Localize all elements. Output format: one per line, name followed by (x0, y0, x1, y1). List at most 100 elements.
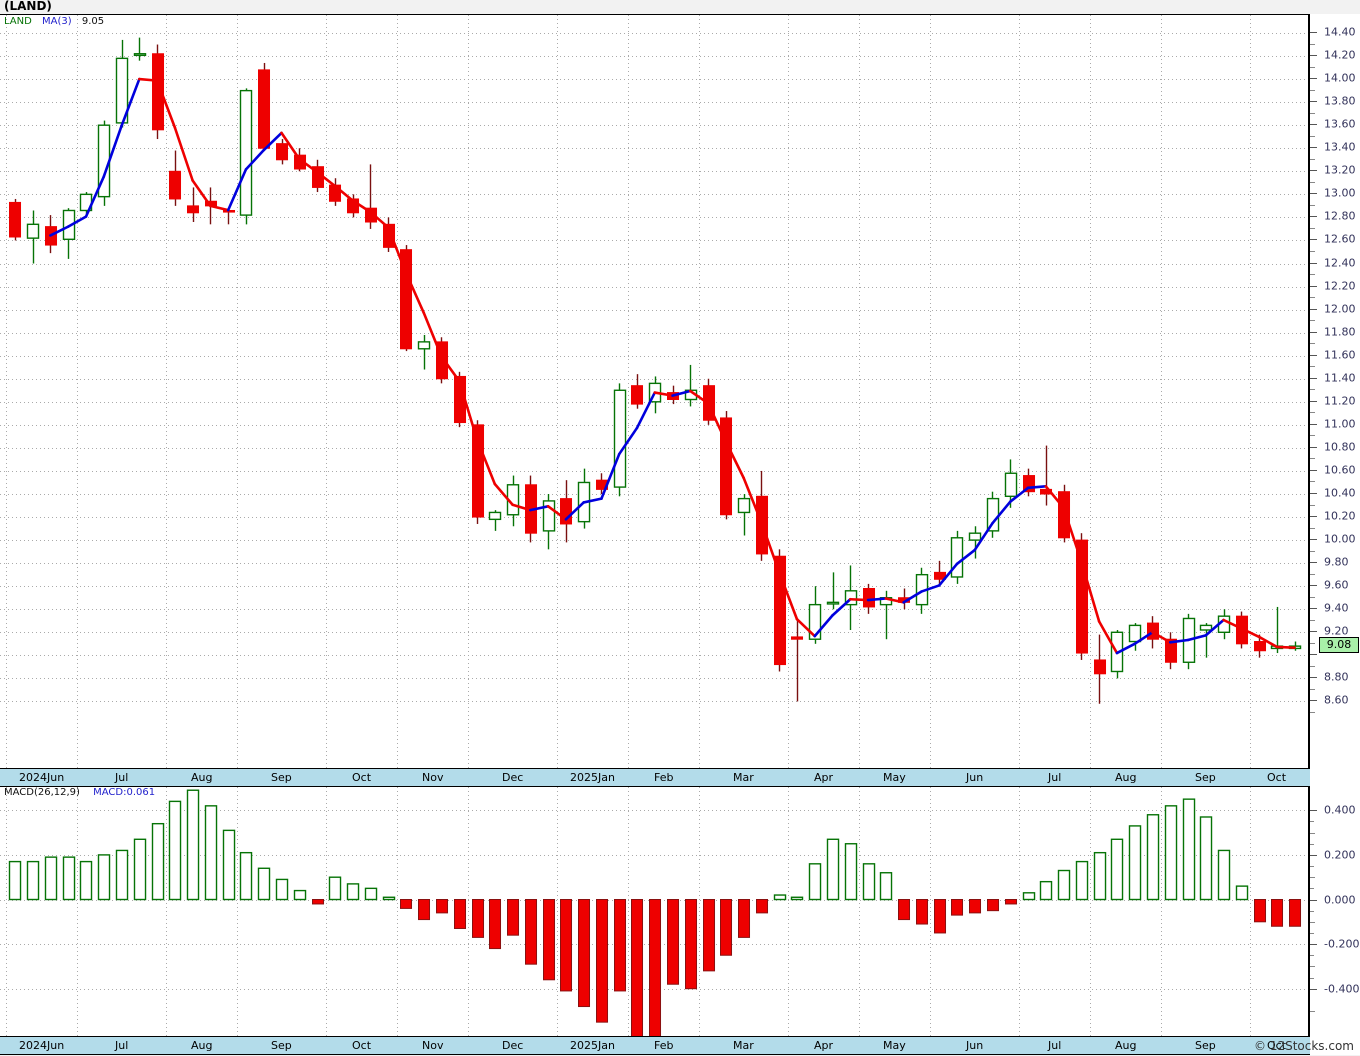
y-axis-minor-tick (1310, 573, 1315, 575)
x-axis-label: May (883, 771, 906, 784)
y-axis-minor-tick (1310, 711, 1315, 713)
macd-y-axis-minor-tick (1310, 977, 1314, 979)
x-axis-label: Oct (352, 1039, 372, 1052)
y-axis-minor-tick (1310, 158, 1315, 160)
macd-y-axis-label: 0.200 (1324, 848, 1356, 862)
y-axis-tick (1310, 285, 1317, 287)
y-axis-tick (1310, 193, 1317, 195)
y-axis-label: 12.40 (1324, 256, 1356, 269)
y-axis-minor-tick (1310, 596, 1315, 598)
x-axis-band-macd-pad (1310, 1036, 1360, 1055)
macd-legend-name: MACD(26,12,9) (4, 787, 80, 798)
y-axis-tick (1310, 608, 1317, 610)
y-axis-label: 13.00 (1324, 186, 1356, 200)
y-axis-label: 8.80 (1324, 670, 1349, 684)
x-axis-label: 2025Jan (570, 1039, 615, 1052)
macd-y-axis-minor-tick (1310, 932, 1314, 934)
y-axis-label: 8.60 (1324, 693, 1349, 707)
legend-ma-label: MA(3) (42, 16, 72, 27)
legend-ma-value: 9.05 (81, 16, 105, 27)
x-axis-label: Nov (422, 771, 444, 784)
y-axis-label: 11.00 (1324, 417, 1356, 431)
macd-y-axis-tick (1310, 854, 1317, 856)
macd-y-axis-label: 0.000 (1324, 893, 1356, 906)
macd-y-axis-label: 0.400 (1324, 803, 1356, 817)
y-axis-label: 10.60 (1324, 463, 1356, 477)
y-axis-minor-tick (1310, 343, 1315, 345)
macd-y-axis-tick (1310, 944, 1317, 946)
x-axis-label: Jul (1048, 771, 1062, 784)
y-axis-tick (1310, 239, 1317, 241)
price-chart-panel: LAND MA(3) 9.05 (0, 14, 1310, 768)
x-axis-label: May (883, 1039, 906, 1052)
x-axis-label: Aug (191, 1039, 213, 1052)
y-axis-tick (1310, 700, 1317, 702)
y-axis-minor-tick (1310, 320, 1315, 322)
price-y-axis: 9.08 14.40 14.20 14.00 13.80 13.60 13.40 13.20… (1310, 14, 1360, 768)
y-axis-minor-tick (1310, 412, 1315, 414)
macd-y-axis-minor-tick (1310, 1011, 1315, 1012)
x-axis-label: Feb (654, 1039, 674, 1052)
y-axis-label: 14.00 (1324, 71, 1356, 85)
y-axis-label: 11.80 (1324, 325, 1356, 339)
macd-y-axis-minor-tick (1310, 821, 1314, 823)
x-axis-label: Apr (814, 771, 834, 784)
y-axis-label: 13.80 (1324, 94, 1356, 108)
y-axis-tick (1310, 539, 1317, 541)
y-axis-label: 12.60 (1324, 232, 1356, 246)
y-axis-minor-tick (1310, 227, 1315, 229)
y-axis-label: 13.20 (1324, 163, 1356, 177)
y-axis-tick (1310, 469, 1317, 471)
y-axis-tick (1310, 124, 1317, 126)
macd-chart-panel: MACD(26,12,9) MACD:0.061 (0, 787, 1310, 1036)
macd-y-axis: 0.400 0.200 0.000 -0.200 -0.400 (1310, 787, 1360, 1036)
x-axis-label: Oct (1267, 1039, 1287, 1052)
macd-histogram-plot (0, 787, 1308, 1036)
y-axis-tick (1310, 32, 1317, 33)
y-axis-label: 14.20 (1324, 48, 1356, 62)
y-axis-label: 11.20 (1324, 394, 1356, 408)
macd-y-axis-minor-tick (1310, 866, 1314, 868)
x-axis-label: 2024Jun (19, 1039, 65, 1052)
x-axis-label: Dec (502, 1039, 524, 1052)
y-axis-tick (1310, 354, 1317, 356)
y-axis-minor-tick (1310, 135, 1315, 137)
x-axis-label: Aug (191, 771, 213, 784)
y-axis-tick (1310, 562, 1317, 564)
y-axis-minor-tick (1310, 550, 1315, 552)
y-axis-label: 11.60 (1324, 348, 1356, 362)
y-axis-label: 9.60 (1324, 578, 1349, 592)
y-axis-minor-tick (1310, 181, 1315, 183)
x-axis-label: Feb (654, 771, 674, 784)
y-axis-tick (1310, 55, 1317, 57)
y-axis-label: 9.80 (1324, 555, 1349, 569)
y-axis-tick (1310, 423, 1317, 425)
y-axis-tick (1310, 654, 1317, 656)
y-axis-tick (1310, 446, 1317, 448)
y-axis-tick (1310, 516, 1317, 518)
x-axis-label: Aug (1115, 771, 1137, 784)
y-axis-minor-tick (1310, 389, 1315, 391)
macd-legend: MACD(26,12,9) MACD:0.061 (4, 787, 155, 798)
macd-y-axis-minor-tick (1310, 832, 1314, 834)
macd-y-axis-minor-tick (1310, 955, 1314, 957)
y-axis-minor-tick (1310, 274, 1315, 276)
y-axis-minor-tick (1310, 366, 1315, 368)
y-axis-minor-tick (1310, 642, 1315, 644)
y-axis-minor-tick (1310, 250, 1315, 252)
macd-y-axis-minor-tick (1310, 966, 1315, 968)
y-axis-minor-tick (1310, 688, 1315, 690)
y-axis-label: 14.40 (1324, 25, 1356, 39)
macd-y-axis-minor-tick (1310, 877, 1315, 879)
macd-y-axis-minor-tick (1310, 843, 1314, 845)
y-axis-tick (1310, 170, 1317, 172)
y-axis-minor-tick (1310, 89, 1315, 91)
y-axis-label: 12.20 (1324, 279, 1356, 293)
last-price-tag: 9.08 (1319, 637, 1359, 654)
y-axis-minor-tick (1310, 66, 1315, 68)
x-axis-label: 2024Jun (19, 771, 65, 784)
y-axis-minor-tick (1310, 527, 1315, 529)
x-axis-label: Sep (1195, 1039, 1216, 1052)
y-axis-label: 11.40 (1324, 371, 1356, 385)
